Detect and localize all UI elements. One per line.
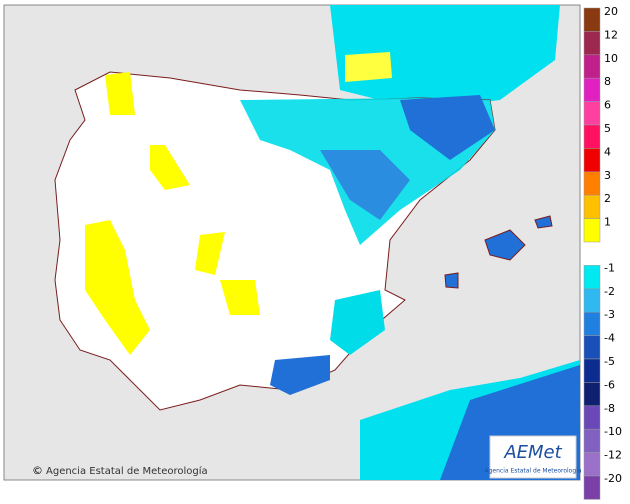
legend-label: -8 [604, 402, 615, 415]
legend-swatch [583, 358, 601, 383]
legend-label: 1 [604, 216, 611, 229]
legend-label: 8 [604, 75, 611, 88]
legend-label: 4 [604, 145, 611, 158]
legend-label: -6 [604, 378, 615, 391]
logo-subtitle: Agencia Estatal de Meteorología [485, 468, 582, 475]
legend-swatch [583, 218, 601, 243]
legend-swatch [583, 77, 601, 102]
legend-swatch [583, 405, 601, 430]
legend-label: 3 [604, 169, 611, 182]
warm-anomaly [105, 72, 135, 115]
credit: Agencia Estatal de Meteorología [46, 465, 208, 477]
legend-label: -20 [604, 472, 622, 485]
legend-swatch [583, 311, 601, 336]
legend-label: 2 [604, 192, 611, 205]
legend-swatch [583, 452, 601, 477]
logo-name: AEMet [503, 442, 562, 463]
cold-anomaly [320, 150, 410, 220]
credit-symbol: © [32, 464, 43, 477]
legend-label: -5 [604, 355, 615, 368]
legend-swatch [583, 288, 601, 313]
legend-label: -4 [604, 332, 615, 345]
legend-label: 10 [604, 52, 618, 65]
legend-swatch [583, 7, 601, 32]
warm-anomaly [195, 232, 225, 275]
legend-label: 5 [604, 122, 611, 135]
legend-swatch [583, 54, 601, 79]
legend: 20 12 10 8 6 5 4 3 2 1 -1 -2 -3 -4 -5 -6 -8 -10 -12 -20 [583, 5, 622, 500]
logo-box [489, 435, 577, 479]
sea-anomaly [345, 52, 392, 82]
legend-label: -2 [604, 285, 615, 298]
legend-swatch [583, 101, 601, 126]
island [444, 272, 459, 289]
cold-anomaly [330, 290, 385, 355]
legend-swatch [583, 31, 601, 56]
island [484, 229, 526, 261]
sea-anomaly [330, 5, 560, 110]
legend-label: -10 [604, 425, 622, 438]
legend-label: 6 [604, 99, 611, 112]
legend-swatch [583, 475, 601, 500]
legend-swatch [583, 194, 601, 219]
warm-anomaly [85, 220, 150, 355]
legend-swatch [583, 428, 601, 453]
legend-swatch [583, 124, 601, 149]
legend-swatch [583, 148, 601, 173]
legend-swatch [583, 382, 601, 407]
legend-swatch [583, 335, 601, 360]
cold-anomaly [270, 355, 330, 395]
legend-swatch [583, 171, 601, 196]
island [534, 215, 553, 229]
legend-label: -12 [604, 449, 622, 462]
legend-label: -3 [604, 308, 615, 321]
legend-label: -1 [604, 261, 615, 274]
legend-label: 20 [604, 5, 618, 18]
cold-anomaly [400, 95, 495, 160]
warm-anomaly [220, 280, 260, 315]
warm-anomaly [150, 145, 190, 190]
legend-swatch [583, 265, 601, 290]
legend-label: 12 [604, 28, 618, 41]
